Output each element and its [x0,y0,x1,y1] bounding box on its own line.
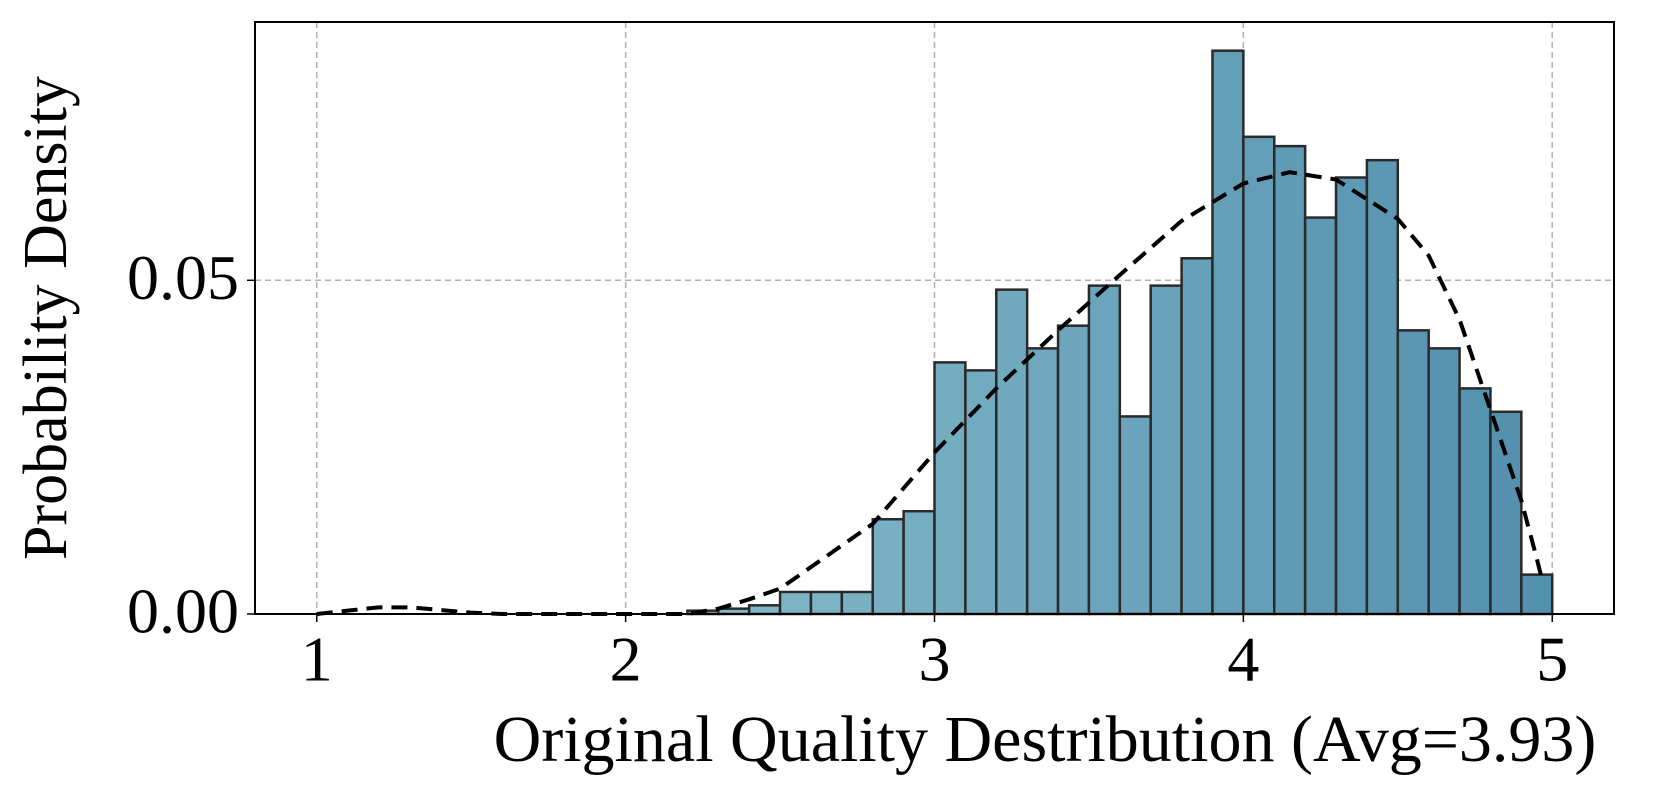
bar [902,509,936,616]
bar [1520,573,1554,616]
bar [1180,257,1214,616]
bar [933,361,967,616]
bar [964,369,998,616]
bar [1334,176,1369,616]
y-axis-label: Probability Density [12,76,80,560]
x-tick-label: 3 [919,624,951,695]
bar [809,590,844,616]
x-tick-label: 1 [301,624,333,695]
bar [1273,144,1307,616]
plot-frame [254,21,1615,615]
x-tick-label: 4 [1227,624,1259,695]
bar [778,590,813,616]
bar [1025,347,1060,616]
kde-line [316,170,1545,616]
bar [1303,216,1338,616]
bar [1211,49,1245,616]
bar [840,590,874,616]
x-axis-label: Original Quality Destribution (Avg=3.93) [494,703,1597,776]
bar [1396,329,1430,616]
bar [1489,410,1523,616]
bar [1087,284,1122,616]
bar [1458,387,1492,616]
x-tick-label: 5 [1536,624,1568,695]
bar [747,604,782,616]
bar [1365,158,1400,616]
bar [871,517,905,616]
y-tick-label: 0.05 [127,242,239,313]
bar [1242,135,1276,616]
bar [1427,347,1461,616]
bar [1118,415,1152,616]
bar [1149,284,1183,616]
bar [995,288,1029,616]
y-tick-label: 0.00 [127,576,239,647]
bar [1056,324,1091,616]
x-tick-label: 2 [610,624,642,695]
